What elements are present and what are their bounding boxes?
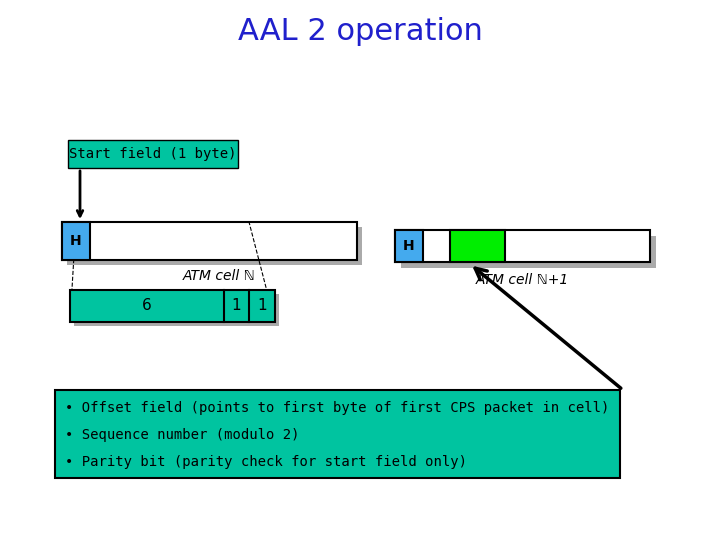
Bar: [450, 230, 505, 262]
Text: 6: 6: [142, 299, 152, 314]
Text: H: H: [403, 239, 415, 253]
Bar: [55, 390, 620, 478]
Bar: [395, 230, 650, 262]
Text: 1: 1: [232, 299, 241, 314]
Bar: [62, 222, 90, 260]
Text: • Offset field (points to first byte of first CPS packet in cell): • Offset field (points to first byte of …: [65, 401, 609, 415]
Text: Start field (1 byte): Start field (1 byte): [69, 147, 237, 161]
Bar: [395, 230, 423, 262]
Text: ATM cell ℕ+1: ATM cell ℕ+1: [476, 273, 569, 287]
Bar: [401, 236, 656, 268]
Text: ATM cell ℕ: ATM cell ℕ: [183, 269, 256, 283]
Bar: [74, 294, 279, 326]
Bar: [67, 227, 362, 265]
Bar: [70, 290, 275, 322]
Text: H: H: [70, 234, 82, 248]
Text: • Parity bit (parity check for start field only): • Parity bit (parity check for start fie…: [65, 455, 467, 469]
Text: 1: 1: [257, 299, 267, 314]
Text: AAL 2 operation: AAL 2 operation: [238, 17, 482, 46]
Bar: [68, 140, 238, 168]
Text: • Sequence number (modulo 2): • Sequence number (modulo 2): [65, 428, 300, 442]
Bar: [62, 222, 357, 260]
